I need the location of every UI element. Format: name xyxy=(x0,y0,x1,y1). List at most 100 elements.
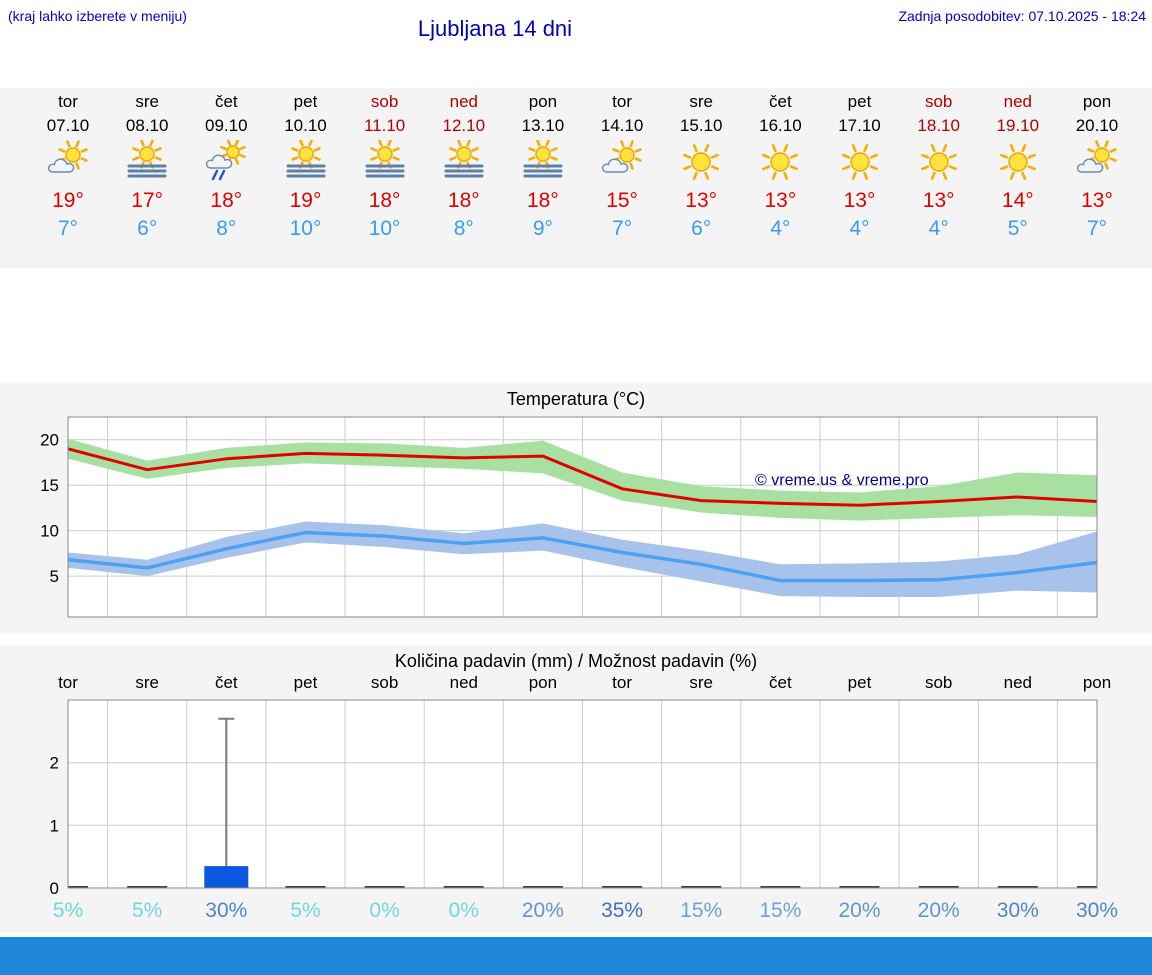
forecast-day: sre 15.10 13° 6° xyxy=(661,88,741,242)
precip-day-label: sob xyxy=(370,673,399,692)
high-temp: 19° xyxy=(289,189,322,212)
precip-probability: 5% xyxy=(52,899,84,922)
day-date: 10.10 xyxy=(284,116,327,135)
day-name: ned xyxy=(449,92,478,111)
low-temp: 5° xyxy=(1007,217,1028,240)
forecast-day: pon 13.10 18° 9° xyxy=(503,88,583,242)
svg-text:2: 2 xyxy=(50,754,59,773)
day-name: ned xyxy=(1003,92,1032,111)
forecast-day: ned 12.10 18° 8° xyxy=(424,88,504,242)
precip-probability: 5% xyxy=(290,899,321,922)
low-temp: 9° xyxy=(532,217,553,240)
precip-probability: 15% xyxy=(680,899,723,922)
high-temp: 13° xyxy=(1081,189,1113,212)
day-date: 13.10 xyxy=(521,116,565,135)
day-date: 16.10 xyxy=(759,116,802,135)
weather-icon-sun-cloud xyxy=(1074,140,1120,184)
low-temp: 10° xyxy=(289,217,322,240)
weather-icon-sun xyxy=(837,140,883,184)
weather-icon-sun-fog xyxy=(441,139,487,184)
low-temp: 7° xyxy=(57,217,79,240)
forecast-day: tor 14.10 15° 7° xyxy=(582,88,662,242)
precip-probability: 5% xyxy=(132,899,163,922)
weather-icon-sun-cloud xyxy=(599,140,645,184)
precip-day-labels: tor sre čet pet sob ned pon tor sre čet pet sob ned p… xyxy=(0,673,1152,697)
day-name: čet xyxy=(769,92,792,111)
day-date: 11.10 xyxy=(363,116,406,135)
precip-probability: 0% xyxy=(448,899,479,922)
forecast-day: pet 17.10 13° 4° xyxy=(820,88,900,242)
precip-day-label: pet xyxy=(847,673,872,692)
precip-day-label: sob xyxy=(924,673,953,692)
precip-day-label: pet xyxy=(293,673,318,692)
low-temp: 4° xyxy=(928,217,949,240)
low-temp: 4° xyxy=(849,217,870,240)
day-name: tor xyxy=(612,92,633,111)
forecast-day: ned 19.10 14° 5° xyxy=(978,88,1058,242)
precip-day-label: tor xyxy=(58,673,78,692)
day-date: 12.10 xyxy=(442,116,486,135)
precip-probability: 30% xyxy=(1075,899,1119,922)
precip-probability: 30% xyxy=(205,899,248,922)
day-date: 08.10 xyxy=(125,116,169,135)
day-date: 09.10 xyxy=(205,116,248,135)
day-name: sob xyxy=(924,92,953,111)
weather-icon-sun-fog xyxy=(283,139,329,184)
high-temp: 14° xyxy=(1001,189,1034,212)
forecast-day: sre 08.10 17° 6° xyxy=(107,88,187,242)
precip-day-label: čet xyxy=(769,673,792,692)
precip-day-label: ned xyxy=(1003,673,1032,692)
weather-icon-sun xyxy=(916,140,962,184)
high-temp: 18° xyxy=(368,189,401,212)
day-name: pon xyxy=(528,92,558,111)
precip-probability: 15% xyxy=(759,899,802,922)
weather-icon-sun xyxy=(678,140,724,184)
weather-icon-sun xyxy=(995,140,1041,184)
day-name: pet xyxy=(293,92,318,111)
precip-probability: 35% xyxy=(601,899,644,922)
precip-probability: 20% xyxy=(917,899,960,922)
forecast-day: tor 07.10 19° 7° xyxy=(28,88,108,242)
day-name: sre xyxy=(689,92,713,111)
forecast-day: sob 11.10 18° 10° xyxy=(345,88,425,242)
high-temp: 18° xyxy=(447,189,480,212)
svg-text:0: 0 xyxy=(50,879,59,897)
day-name: pet xyxy=(847,92,872,111)
day-name: čet xyxy=(214,92,238,111)
high-temp: 13° xyxy=(764,189,797,212)
precip-probability-row: 5% 5% 30% 5% 0% 0% 20% 35% 15% 15% 20% 20% 30% 30% xyxy=(0,899,1152,927)
day-date: 15.10 xyxy=(679,116,723,135)
precip-probability: 30% xyxy=(996,899,1039,922)
svg-text:15: 15 xyxy=(40,476,59,495)
day-name: sob xyxy=(370,92,399,111)
day-name: tor xyxy=(58,92,78,111)
day-name: sre xyxy=(135,92,159,111)
day-date: 07.10 xyxy=(46,116,90,135)
low-temp: 7° xyxy=(1086,217,1108,240)
temperature-chart: 5 10 15 20 © vreme.us & vreme.pro xyxy=(40,416,1098,618)
precip-day-label: sre xyxy=(135,673,159,692)
high-temp: 15° xyxy=(606,189,638,212)
weather-icon-sun-fog xyxy=(124,139,170,184)
location-hint: (kraj lahko izberete v meniju) xyxy=(8,8,187,24)
weather-icon-sun xyxy=(757,140,803,184)
high-temp: 13° xyxy=(843,189,876,212)
forecast-day: čet 09.10 18° 8° xyxy=(186,88,266,242)
precip-day-label: tor xyxy=(612,673,633,692)
forecast-strip: tor 07.10 19° 7° sre 08.10 17° 6° čet 09.10 18° 8° p… xyxy=(0,88,1152,268)
high-temp: 19° xyxy=(52,189,84,212)
high-temp: 13° xyxy=(685,189,718,212)
low-temp: 7° xyxy=(612,217,633,240)
svg-text:10: 10 xyxy=(40,522,59,541)
copyright-watermark: © vreme.us & vreme.pro xyxy=(755,472,929,489)
precipitation-chart-title: Količina padavin (mm) / Možnost padavin … xyxy=(394,651,758,671)
svg-text:20: 20 xyxy=(40,431,59,450)
high-temp: 13° xyxy=(922,189,955,212)
forecast-day: pon 20.10 13° 7° xyxy=(1057,88,1137,242)
low-temp: 4° xyxy=(770,217,791,240)
page-title: Ljubljana 14 dni xyxy=(417,16,573,41)
day-date: 17.10 xyxy=(838,116,881,135)
weather-icon-sun-fog xyxy=(362,139,408,184)
last-update: Zadnja posodobitev: 07.10.2025 - 18:24 xyxy=(898,8,1146,24)
precipitation-chart: 0 1 2 xyxy=(50,699,1098,897)
